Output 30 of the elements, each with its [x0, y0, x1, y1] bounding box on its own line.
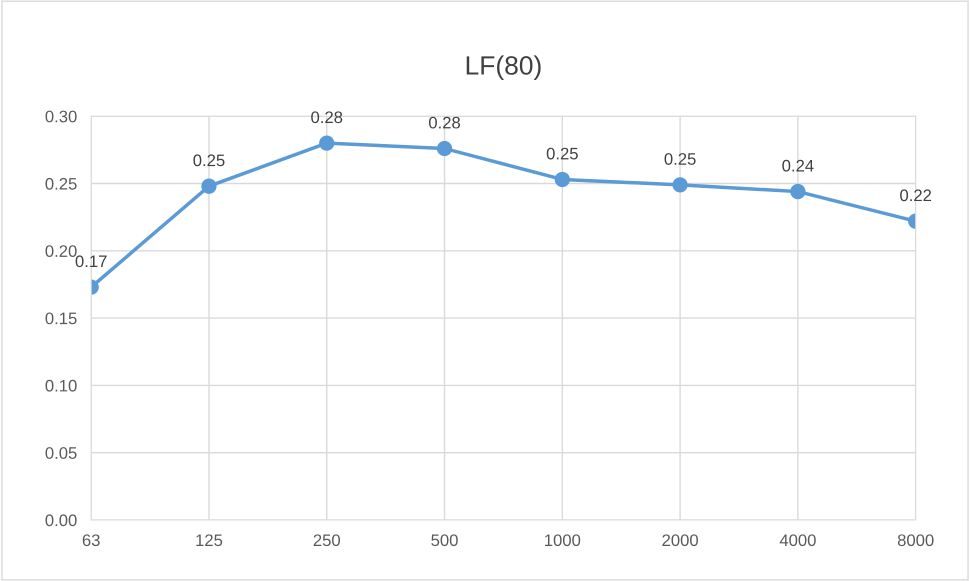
point — [319, 135, 334, 151]
x-tick-label: 2000 — [662, 534, 698, 546]
x-tick-label: 1000 — [545, 534, 580, 546]
point — [554, 172, 570, 188]
y-tick-label: 0.15 — [46, 312, 77, 324]
data-label: 0.25 — [546, 148, 578, 160]
data-label: 0.28 — [428, 116, 460, 129]
y-tick-label: 0.05 — [46, 447, 77, 459]
x-tick-label: 4000 — [780, 534, 816, 546]
point — [672, 177, 688, 192]
data-label: 0.28 — [311, 111, 342, 124]
data-label: 0.24 — [782, 160, 814, 172]
data-label: 0.17 — [76, 255, 107, 268]
x-tick-label: 125 — [196, 534, 222, 546]
x-tick-label: 500 — [431, 534, 458, 546]
y-tick-label: 0.25 — [46, 178, 77, 190]
point — [436, 140, 452, 156]
y-tick-label: 0.00 — [46, 514, 77, 526]
data-label: 0.25 — [664, 153, 696, 165]
x-tick-label: 8000 — [898, 534, 934, 546]
data-label: 0.25 — [193, 154, 224, 166]
x-tick-label: 250 — [314, 534, 340, 546]
x-tick-label: 63 — [82, 534, 100, 546]
point — [201, 178, 217, 194]
point — [790, 184, 806, 200]
y-tick-label: 0.20 — [46, 245, 77, 257]
chart-title: LF(80) — [466, 55, 541, 80]
y-tick-label: 0.10 — [46, 380, 77, 392]
data-label: 0.22 — [900, 189, 932, 202]
y-tick-label: 0.30 — [46, 110, 77, 122]
